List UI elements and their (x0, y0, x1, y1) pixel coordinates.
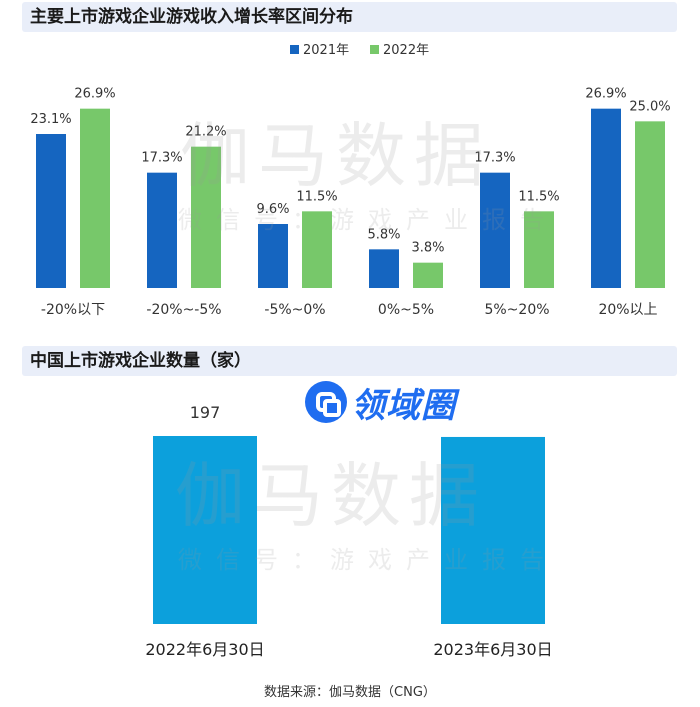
data-label-0-4: 17.3% (474, 151, 515, 166)
logo-badge-icon (305, 381, 347, 423)
data-label-1-1: 21.2% (185, 125, 226, 140)
data-label-0-3: 5.8% (367, 227, 400, 242)
bar-0-1 (147, 172, 177, 288)
count-bar-1 (441, 436, 545, 624)
bar-1-3 (413, 262, 443, 288)
bar-0-5 (591, 108, 621, 289)
logo: 领域圈 (305, 380, 456, 426)
bar-1-4 (524, 211, 554, 288)
count-bar-0 (153, 436, 257, 624)
bar-0-3 (369, 249, 399, 288)
legend-swatch-1 (370, 45, 379, 54)
data-source-note: 数据来源：伽马数据（CNG） (264, 685, 436, 700)
legend-swatch-0 (290, 45, 299, 54)
company-count-chart: 197 2022年6月30日 2023年6月30日 (145, 403, 552, 659)
data-label-0-5: 26.9% (585, 87, 626, 102)
category-label-2: -5%~0% (264, 302, 325, 318)
legend-label-1: 2022年 (383, 43, 429, 58)
bar-1-5 (635, 121, 665, 288)
count-category-label-1: 2023年6月30日 (433, 640, 552, 659)
data-label-0-0: 23.1% (30, 112, 71, 127)
growth-chart-title: 主要上市游戏企业游戏收入增长率区间分布 (22, 2, 677, 32)
category-label-0: -20%以下 (41, 302, 105, 318)
data-label-1-5: 25.0% (629, 99, 670, 114)
data-label-1-2: 11.5% (296, 189, 337, 204)
category-label-3: 0%~5% (378, 302, 434, 318)
count-category-label-0: 2022年6月30日 (145, 640, 264, 659)
bar-1-1 (191, 146, 221, 288)
data-label-0-2: 9.6% (256, 202, 289, 217)
category-label-4: 5%~20% (484, 302, 549, 318)
count-chart-title: 中国上市游戏企业数量（家） (22, 346, 677, 376)
bar-1-0 (80, 108, 110, 289)
data-label-0-1: 17.3% (141, 151, 182, 166)
data-label-1-3: 3.8% (411, 241, 444, 256)
category-label-5: 20%以上 (598, 302, 657, 318)
count-label-0: 197 (190, 403, 221, 422)
data-label-1-0: 26.9% (74, 87, 115, 102)
bar-0-4 (480, 172, 510, 288)
logo-text: 领域圈 (351, 385, 456, 426)
bar-1-2 (302, 211, 332, 288)
category-label-1: -20%~-5% (146, 302, 221, 318)
legend-label-0: 2021年 (303, 43, 349, 58)
data-label-1-4: 11.5% (518, 189, 559, 204)
growth-distribution-chart: 2021年 2022年23.1%26.9%-20%以下17.3%21.2%-20%… (30, 43, 670, 318)
bar-0-0 (36, 134, 66, 288)
bar-0-2 (258, 224, 288, 288)
